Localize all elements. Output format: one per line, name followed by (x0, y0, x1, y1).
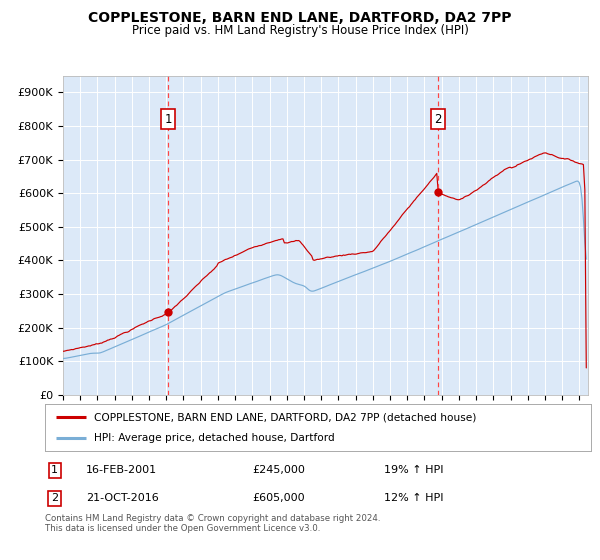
Text: Contains HM Land Registry data © Crown copyright and database right 2024.
This d: Contains HM Land Registry data © Crown c… (45, 514, 380, 534)
Text: £605,000: £605,000 (253, 493, 305, 503)
Text: 12% ↑ HPI: 12% ↑ HPI (383, 493, 443, 503)
Text: 1: 1 (52, 465, 58, 475)
Text: 21-OCT-2016: 21-OCT-2016 (86, 493, 158, 503)
Text: COPPLESTONE, BARN END LANE, DARTFORD, DA2 7PP (detached house): COPPLESTONE, BARN END LANE, DARTFORD, DA… (94, 412, 476, 422)
Text: COPPLESTONE, BARN END LANE, DARTFORD, DA2 7PP: COPPLESTONE, BARN END LANE, DARTFORD, DA… (88, 11, 512, 25)
Text: 16-FEB-2001: 16-FEB-2001 (86, 465, 157, 475)
Text: Price paid vs. HM Land Registry's House Price Index (HPI): Price paid vs. HM Land Registry's House … (131, 24, 469, 36)
Text: 2: 2 (434, 113, 442, 126)
Text: £245,000: £245,000 (253, 465, 305, 475)
Text: 19% ↑ HPI: 19% ↑ HPI (383, 465, 443, 475)
Text: HPI: Average price, detached house, Dartford: HPI: Average price, detached house, Dart… (94, 433, 335, 443)
Text: 2: 2 (51, 493, 58, 503)
Text: 1: 1 (164, 113, 172, 126)
